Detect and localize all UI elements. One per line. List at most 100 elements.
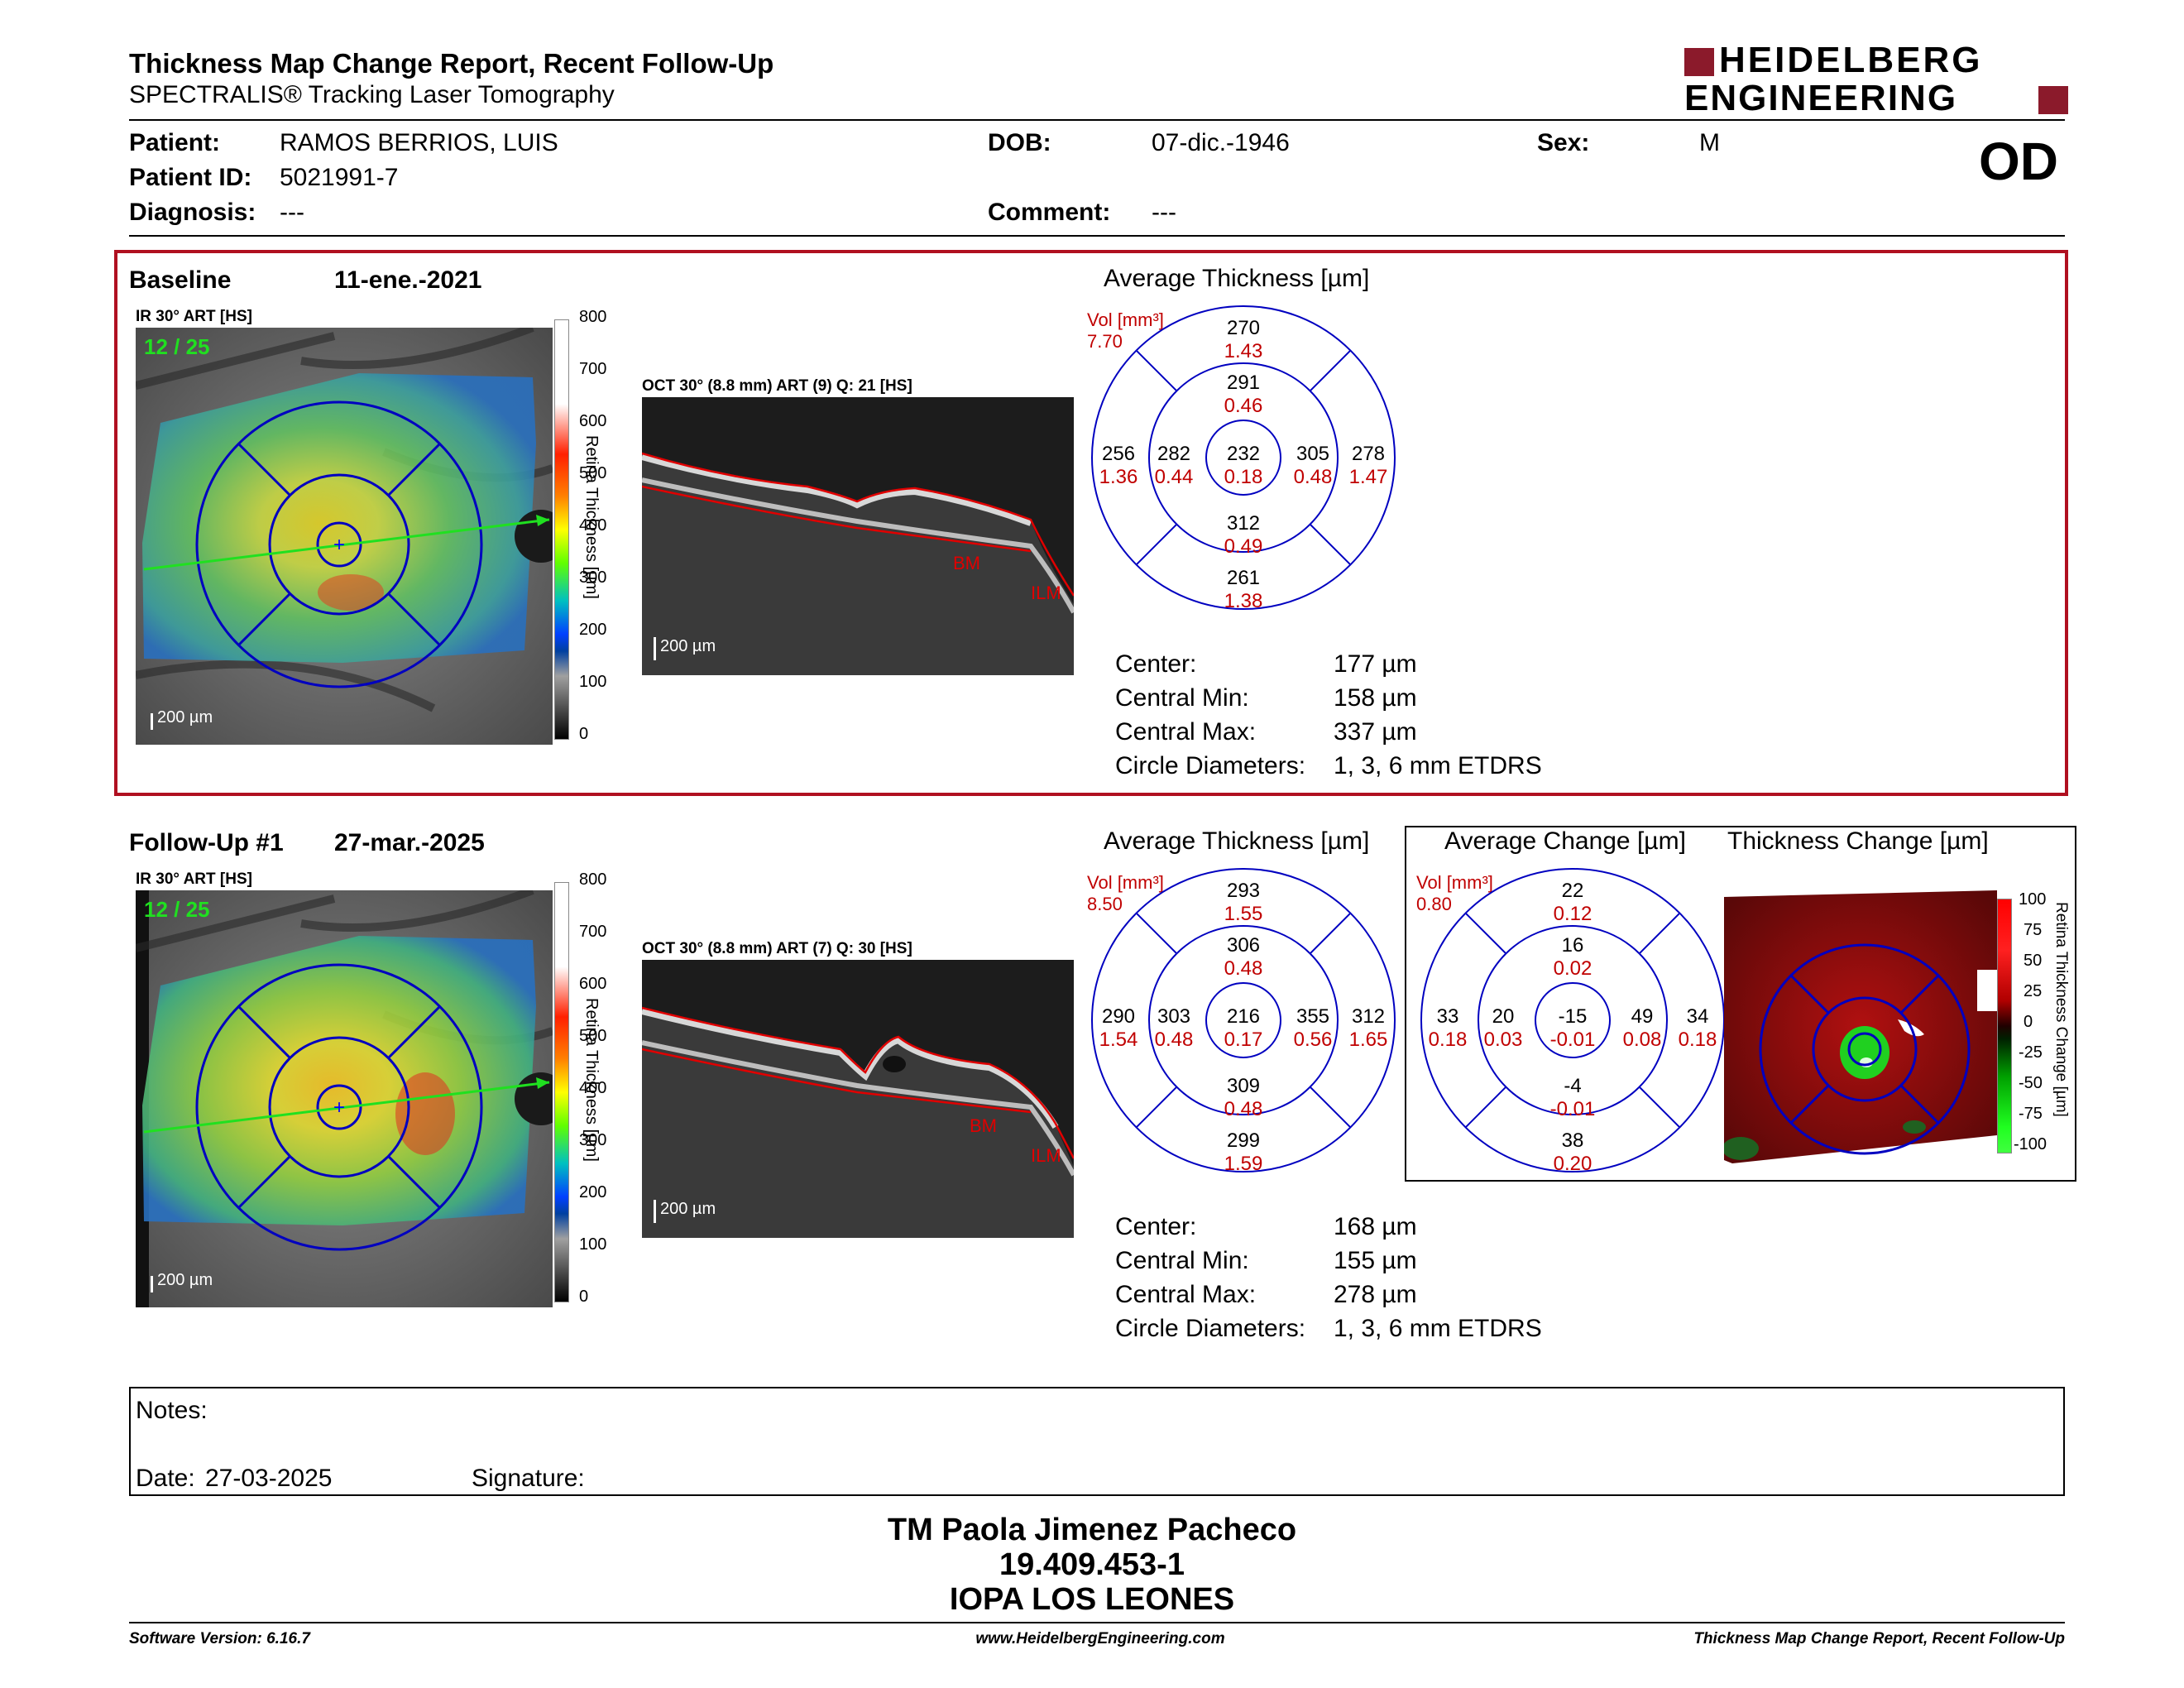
- followup-date: 27-mar.-2025: [334, 829, 485, 856]
- followup-tick-0: 0: [579, 1288, 589, 1306]
- baseline-inner-bottom-vol: 0.49: [1224, 535, 1263, 558]
- change-inner-bottom-vol: -0.01: [1550, 1098, 1596, 1120]
- baseline-oct-bscan: BM ILM 200 µm: [642, 397, 1074, 675]
- followup-fundus-image: + 12 / 25 200 µm: [136, 890, 553, 1307]
- baseline-vol-total: 7.70: [1087, 331, 1123, 352]
- change-panel: [1405, 826, 2076, 1182]
- followup-stat-max-value: 278 µm: [1334, 1281, 1417, 1308]
- change-inner-left-vol: 0.03: [1484, 1029, 1523, 1051]
- brand-line-2: ENGINEERING: [1684, 78, 1958, 118]
- baseline-tick-400: 400: [579, 516, 607, 535]
- change-outer-left-vol: 0.18: [1429, 1029, 1468, 1051]
- change-outer-bottom-vol: 0.20: [1554, 1153, 1592, 1175]
- followup-stat-min-label: Central Min:: [1115, 1247, 1249, 1274]
- followup-stat-max-label: Central Max:: [1115, 1281, 1257, 1308]
- baseline-stat-center-label: Center:: [1115, 650, 1197, 678]
- followup-tick-300: 300: [579, 1131, 607, 1149]
- dob-label: DOB:: [988, 129, 1051, 156]
- footer-website[interactable]: www.HeidelbergEngineering.com: [975, 1630, 1225, 1647]
- baseline-tick-800: 800: [579, 308, 607, 326]
- notes-date-label: Date:: [136, 1465, 195, 1492]
- change-inner-top-vol: 0.02: [1554, 957, 1592, 980]
- baseline-fundus-image: + 12 / 25 200 µm: [136, 328, 553, 745]
- change-colorbar: [1997, 899, 2012, 1153]
- baseline-avg-thickness-title: Average Thickness [µm]: [1104, 265, 1370, 292]
- change-inner-top-thickness: 16: [1562, 934, 1584, 957]
- baseline-inner-right-vol: 0.48: [1294, 466, 1333, 488]
- followup-stat-diam-value: 1, 3, 6 mm ETDRS: [1334, 1315, 1542, 1342]
- brand-line-1: HEIDELBERG: [1719, 40, 1983, 80]
- followup-outer-top-vol: 1.55: [1224, 903, 1263, 925]
- baseline-bm-label: BM: [953, 553, 980, 573]
- followup-vol-label: Vol [mm³]: [1087, 872, 1164, 893]
- followup-tick-200: 200: [579, 1183, 607, 1201]
- change-map-etdrs-overlay: [1759, 943, 1971, 1155]
- baseline-colorbar-title: Retina Thickness [µm]: [582, 435, 601, 599]
- followup-center-vol: 0.17: [1224, 1029, 1263, 1051]
- followup-inner-left-vol: 0.48: [1155, 1029, 1194, 1051]
- followup-inner-top-vol: 0.48: [1224, 957, 1263, 980]
- change-outer-right-thickness: 34: [1687, 1005, 1709, 1028]
- report-subtitle: SPECTRALIS® Tracking Laser Tomography: [129, 81, 615, 108]
- change-center-vol: -0.01: [1550, 1029, 1596, 1051]
- patient-id: 5021991-7: [280, 164, 399, 191]
- followup-avg-thickness-title: Average Thickness [µm]: [1104, 827, 1370, 855]
- baseline-ir-label: IR 30° ART [HS]: [136, 308, 252, 325]
- change-tick-25: 25: [2024, 982, 2043, 1000]
- signature-label: Signature:: [472, 1465, 585, 1492]
- baseline-stat-max-value: 337 µm: [1334, 718, 1417, 746]
- followup-colorbar: [554, 882, 569, 1302]
- followup-tick-700: 700: [579, 923, 607, 941]
- baseline-ir-scale: 200 µm: [157, 708, 213, 727]
- followup-ir-label: IR 30° ART [HS]: [136, 870, 252, 888]
- followup-outer-left-thickness: 290: [1102, 1005, 1135, 1028]
- baseline-stat-center-value: 177 µm: [1334, 650, 1417, 678]
- followup-ilm-label: ILM: [1031, 1145, 1061, 1166]
- followup-oct-scale: 200 µm: [660, 1200, 716, 1218]
- followup-oct-bscan: BM ILM 200 µm: [642, 960, 1074, 1238]
- baseline-inner-left-thickness: 282: [1157, 443, 1190, 465]
- baseline-tick-300: 300: [579, 568, 607, 587]
- report-title: Thickness Map Change Report, Recent Foll…: [129, 48, 774, 79]
- followup-tick-800: 800: [579, 870, 607, 889]
- sex-label: Sex:: [1537, 129, 1590, 156]
- avg-change-title: Average Change [µm]: [1444, 827, 1686, 855]
- followup-outer-right-vol: 1.65: [1349, 1029, 1388, 1051]
- signer-institution: IOPA LOS LEONES: [949, 1582, 1235, 1617]
- change-tick-minus-50: -50: [2019, 1074, 2043, 1092]
- patient-name-label: Patient:: [129, 129, 221, 156]
- followup-tick-600: 600: [579, 975, 607, 993]
- followup-outer-bottom-thickness: 299: [1227, 1129, 1260, 1152]
- baseline-stat-min-value: 158 µm: [1334, 684, 1417, 712]
- baseline-tick-0: 0: [579, 725, 589, 743]
- comment: ---: [1152, 199, 1176, 226]
- baseline-inner-left-vol: 0.44: [1155, 466, 1194, 488]
- change-vol-total: 0.80: [1416, 894, 1452, 914]
- baseline-inner-top-vol: 0.46: [1224, 395, 1263, 417]
- baseline-stat-diam-label: Circle Diameters:: [1115, 752, 1306, 779]
- change-tick-75: 75: [2024, 921, 2043, 939]
- baseline-ilm-label: ILM: [1031, 583, 1061, 603]
- change-vol-label: Vol [mm³]: [1416, 872, 1493, 893]
- sex: M: [1699, 129, 1720, 156]
- baseline-tick-500: 500: [579, 464, 607, 482]
- diagnosis-label: Diagnosis:: [129, 199, 256, 226]
- baseline-colorbar: [554, 319, 569, 740]
- patient-id-label: Patient ID:: [129, 164, 252, 191]
- baseline-outer-right-vol: 1.47: [1349, 466, 1388, 488]
- followup-stat-center-label: Center:: [1115, 1213, 1197, 1240]
- signer-rut: 19.409.453-1: [999, 1547, 1185, 1582]
- followup-outer-top-thickness: 293: [1227, 880, 1260, 902]
- baseline-outer-top-thickness: 270: [1227, 317, 1260, 339]
- followup-outer-right-thickness: 312: [1352, 1005, 1385, 1028]
- heidelberg-logo: HEIDELBERG ENGINEERING: [1684, 40, 2068, 118]
- baseline-oct-label: OCT 30° (8.8 mm) ART (9) Q: 21 [HS]: [642, 377, 912, 395]
- followup-tick-500: 500: [579, 1027, 607, 1045]
- change-tick-0: 0: [2024, 1013, 2033, 1031]
- change-tick-50: 50: [2024, 952, 2043, 970]
- change-inner-right-vol: 0.08: [1623, 1029, 1662, 1051]
- followup-inner-right-vol: 0.56: [1294, 1029, 1333, 1051]
- notes-date: 27-03-2025: [205, 1465, 333, 1492]
- baseline-tick-700: 700: [579, 360, 607, 378]
- followup-colorbar-title: Retina Thickness [µm]: [582, 998, 601, 1162]
